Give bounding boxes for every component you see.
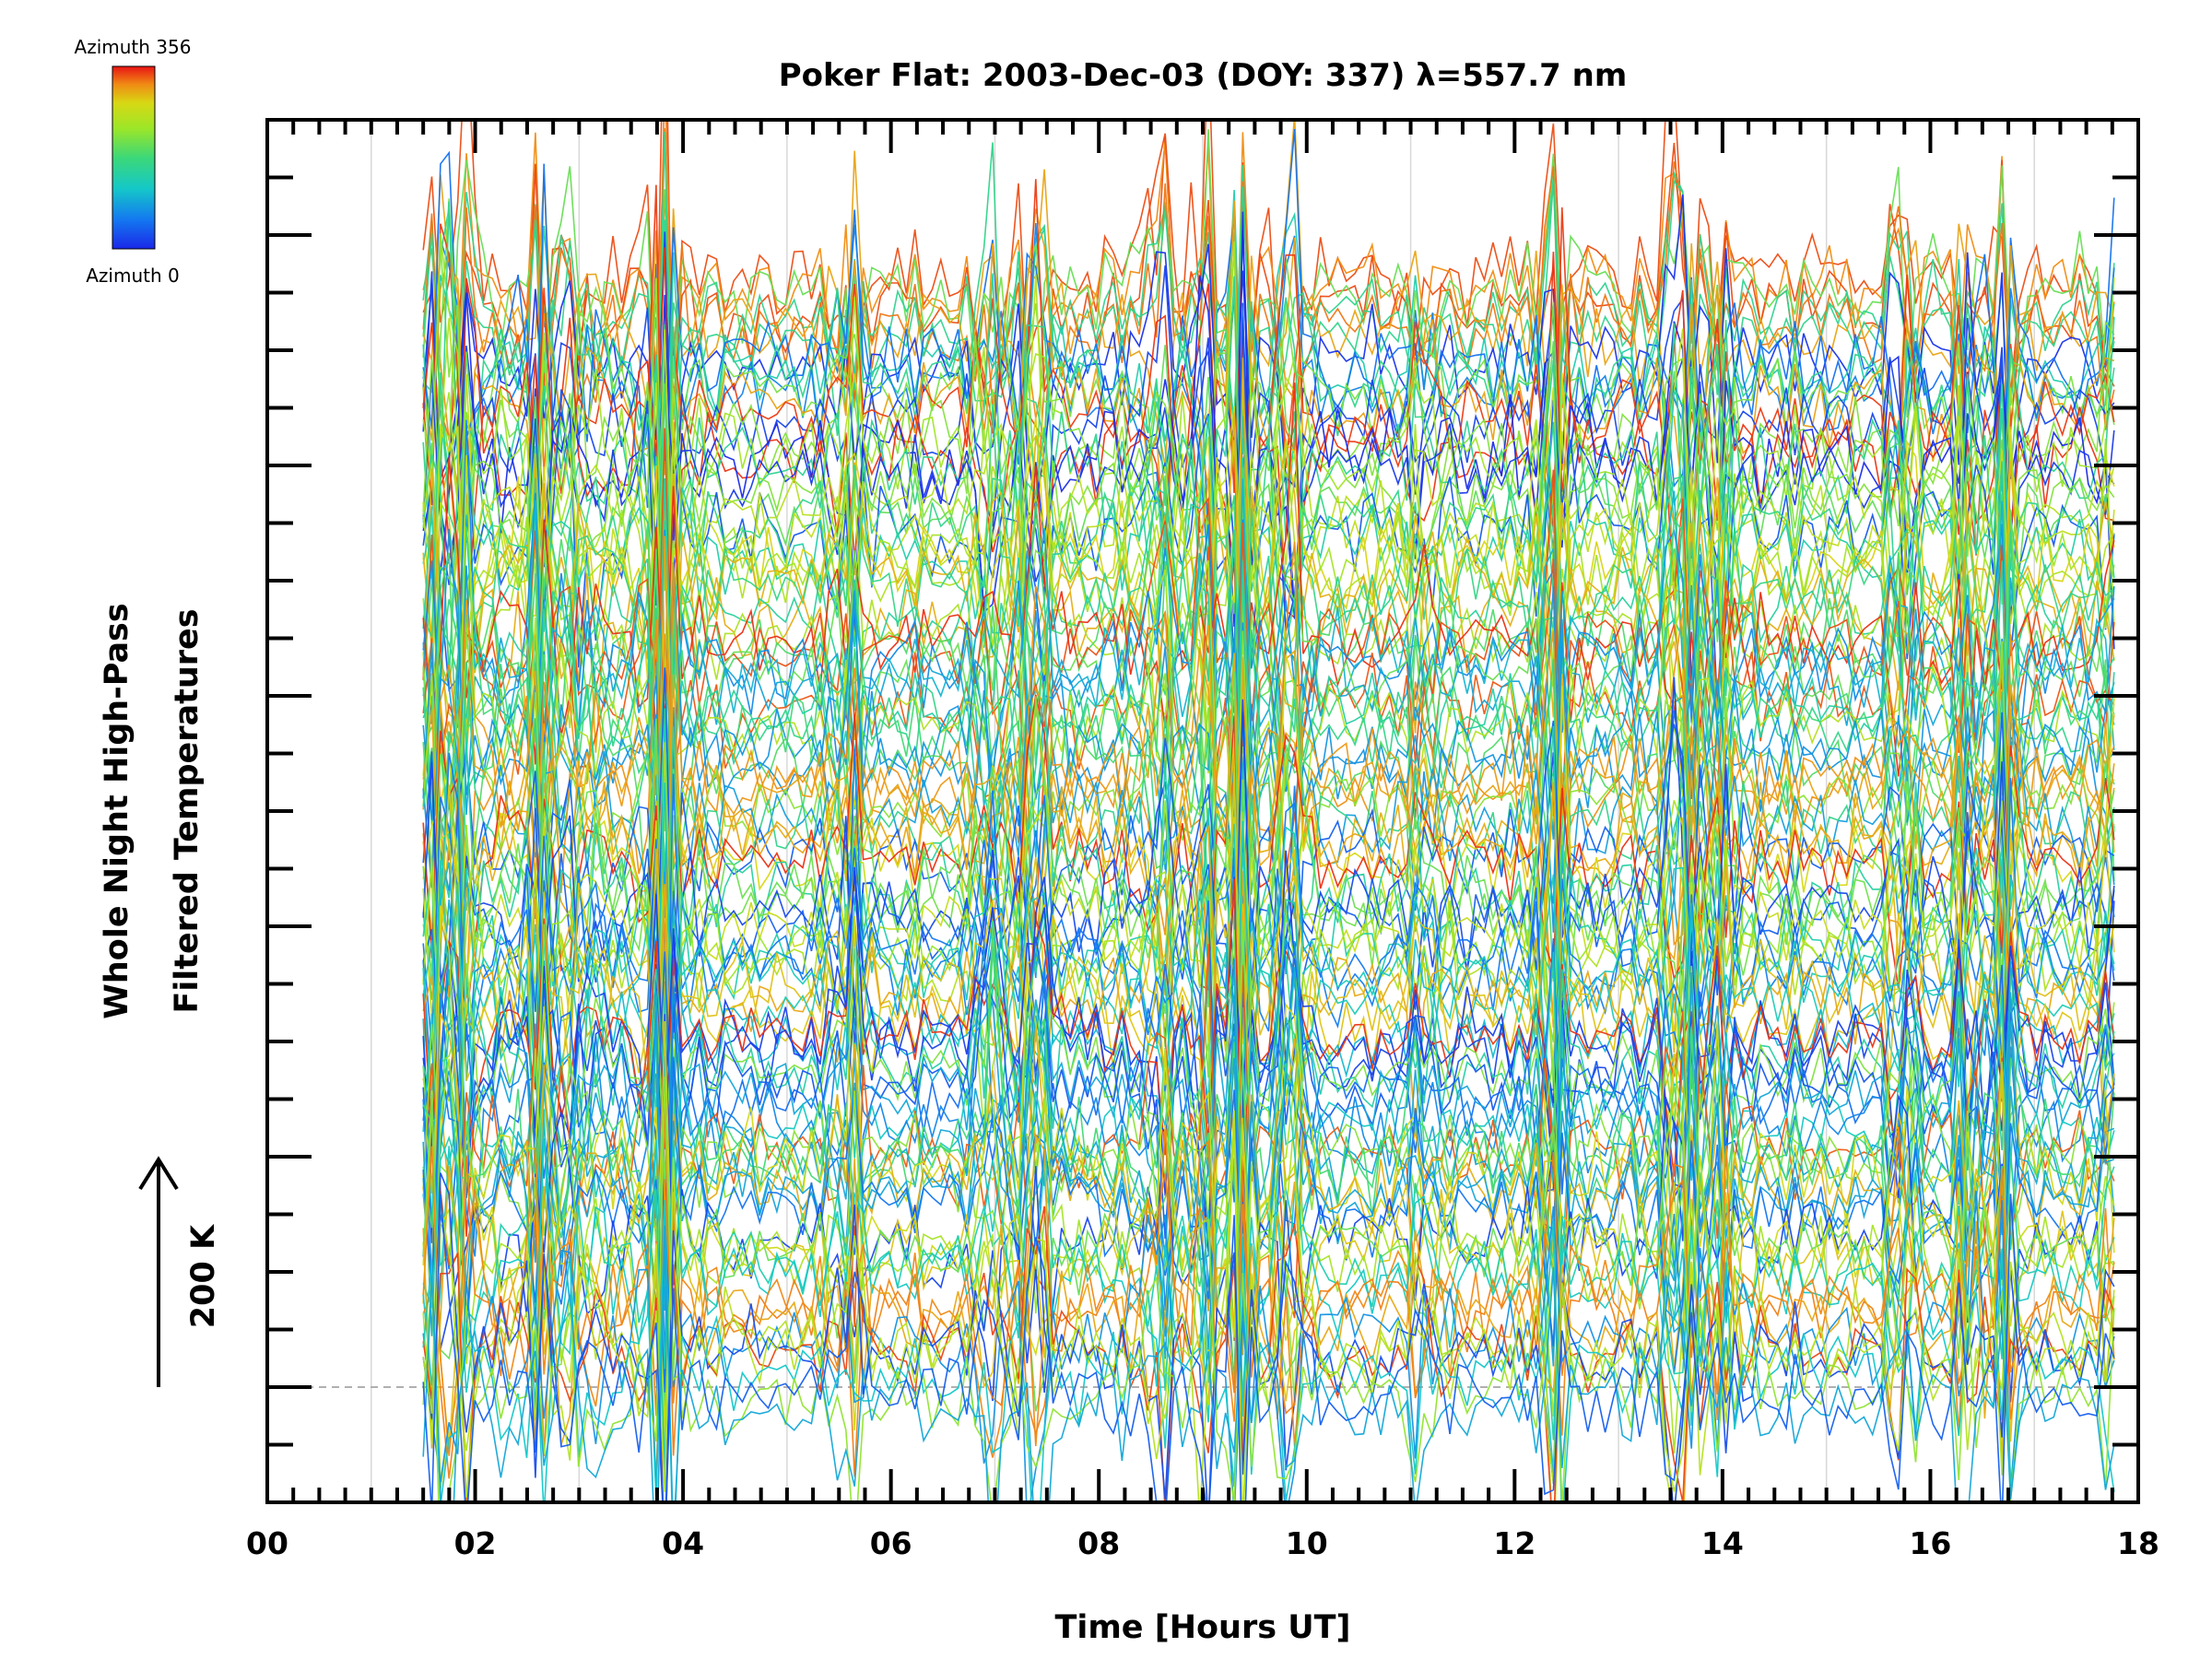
series-line-108 [422, 1100, 2115, 1479]
series-line-3 [422, 129, 2115, 509]
x-axis-label: Time [Hours UT] [1054, 1609, 1350, 1646]
x-tick-label-10: 10 [1286, 1525, 1328, 1561]
series-line-29 [422, 389, 2115, 688]
series-line-7 [422, 120, 2115, 534]
series-line-119 [422, 1194, 2115, 1502]
series-line-74 [422, 748, 2115, 1150]
scale-label: 200 K [185, 1223, 222, 1328]
series-line-46 [422, 516, 2115, 935]
x-tick-label-18: 18 [2117, 1525, 2159, 1561]
series-line-90 [422, 941, 2115, 1363]
series-line-27 [422, 320, 2115, 733]
series-line-116 [422, 1200, 2115, 1502]
series-line-65 [422, 671, 2115, 1142]
series-line-58 [422, 658, 2115, 1057]
scale-arrow-head [138, 1156, 179, 1191]
series-lines [422, 120, 2115, 1502]
series-line-8 [422, 194, 2115, 543]
series-line-110 [422, 1132, 2115, 1502]
x-tick-label-04: 04 [662, 1525, 704, 1561]
series-line-82 [422, 878, 2115, 1237]
series-line-48 [422, 454, 2115, 918]
x-tick-label-16: 16 [1909, 1525, 1951, 1561]
series-line-40 [422, 382, 2115, 799]
series-line-106 [422, 1063, 2115, 1475]
y-axis-label-line2: Filtered Temperatures [169, 608, 206, 1013]
series-line-6 [422, 131, 2115, 540]
series-line-44 [422, 523, 2115, 928]
x-tick-label-12: 12 [1493, 1525, 1535, 1561]
series-line-66 [422, 696, 2115, 1088]
series-line-111 [422, 1191, 2115, 1502]
series-line-51 [422, 548, 2115, 994]
x-tick-label-00: 00 [246, 1525, 288, 1561]
x-tick-label-02: 02 [454, 1525, 497, 1561]
series-line-109 [422, 1126, 2115, 1486]
series-line-4 [422, 164, 2115, 493]
axis-ticks [265, 118, 2140, 1504]
series-line-63 [422, 694, 2115, 1047]
series-line-23 [422, 301, 2115, 683]
series-line-98 [422, 1013, 2115, 1385]
series-line-67 [422, 677, 2115, 1098]
series-line-91 [422, 944, 2115, 1341]
series-line-56 [422, 630, 2115, 962]
colorbar-bottom-label: Azimuth 0 [86, 265, 180, 287]
series-line-20 [422, 233, 2115, 688]
series-line-36 [422, 457, 2115, 847]
series-line-26 [422, 302, 2115, 705]
series-line-115 [422, 1131, 2115, 1502]
series-line-18 [422, 247, 2114, 677]
series-line-73 [422, 742, 2115, 1219]
series-line-25 [422, 274, 2115, 689]
x-tick-label-08: 08 [1077, 1525, 1120, 1561]
colorbar-top-label: Azimuth 356 [75, 36, 192, 58]
x-tick-label-06: 06 [870, 1525, 912, 1561]
x-tick-labels: 00 02 04 06 08 10 12 14 16 18 [246, 1525, 2159, 1561]
series-line-86 [422, 900, 2115, 1270]
series-line-28 [422, 328, 2115, 727]
scale-indicator: 200 K [138, 1156, 222, 1387]
series-line-5 [422, 120, 2115, 520]
series-line-94 [422, 949, 2115, 1336]
series-line-89 [422, 951, 2115, 1300]
series-line-104 [422, 1057, 2115, 1412]
series-line-38 [422, 383, 2115, 847]
series-line-39 [422, 428, 2115, 813]
series-line-1 [422, 128, 2115, 474]
y-axis-label-line1: Whole Night High-Pass [99, 603, 135, 1018]
series-line-59 [422, 653, 2115, 1053]
series-line-11 [422, 142, 2115, 578]
series-line-118 [422, 1225, 2115, 1502]
x-tick-label-14: 14 [1701, 1525, 1744, 1561]
chart-title: Poker Flat: 2003-Dec-03 (DOY: 337) λ=557… [779, 57, 1628, 94]
series-line-47 [422, 477, 2115, 965]
colorbar: Azimuth 356 Azimuth 0 [75, 36, 192, 287]
series-line-52 [422, 529, 2115, 979]
series-line-78 [422, 782, 2115, 1199]
series-line-62 [422, 654, 2115, 1096]
series-line-71 [422, 784, 2115, 1153]
series-line-61 [422, 649, 2115, 1019]
colorbar-gradient [112, 65, 156, 250]
